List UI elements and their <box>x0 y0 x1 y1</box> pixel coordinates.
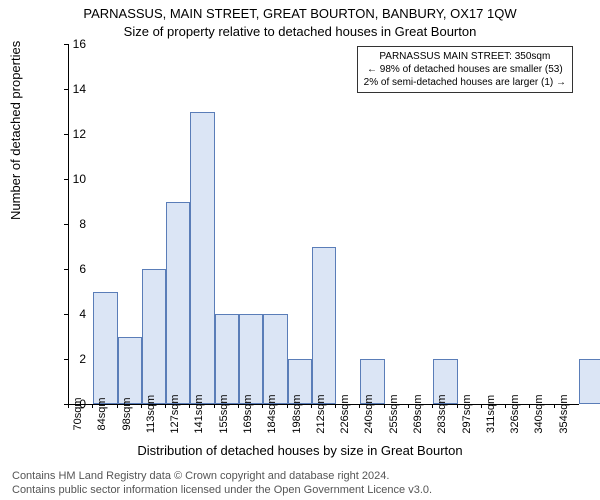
x-tick-mark <box>141 404 142 408</box>
x-tick-label: 127sqm <box>169 394 181 433</box>
x-tick-mark <box>505 404 506 408</box>
x-tick-mark <box>262 404 263 408</box>
x-tick-mark <box>432 404 433 408</box>
x-tick-label: 84sqm <box>96 397 108 430</box>
y-tick-mark <box>64 179 68 180</box>
chart-container: PARNASSUS, MAIN STREET, GREAT BOURTON, B… <box>0 0 600 500</box>
histogram-bar <box>312 247 336 405</box>
x-tick-mark <box>481 404 482 408</box>
x-tick-mark <box>335 404 336 408</box>
x-tick-mark <box>92 404 93 408</box>
x-tick-mark <box>189 404 190 408</box>
y-tick-label: 4 <box>79 307 86 321</box>
histogram-bar <box>190 112 214 405</box>
x-tick-label: 326sqm <box>509 394 521 433</box>
x-tick-label: 169sqm <box>242 394 254 433</box>
histogram-bar <box>263 314 287 404</box>
x-tick-mark <box>68 404 69 408</box>
x-tick-mark <box>238 404 239 408</box>
x-tick-mark <box>214 404 215 408</box>
y-axis-label: Number of detached properties <box>8 41 23 220</box>
attribution-line1: Contains HM Land Registry data © Crown c… <box>12 470 389 482</box>
chart-title-sub: Size of property relative to detached ho… <box>0 24 600 39</box>
attribution-line2: Contains public sector information licen… <box>12 484 432 496</box>
x-tick-mark <box>408 404 409 408</box>
legend-line3: 2% of semi-detached houses are larger (1… <box>364 76 566 89</box>
plot-area: PARNASSUS MAIN STREET: 350sqm ← 98% of d… <box>68 44 579 405</box>
histogram-bar <box>239 314 263 404</box>
x-tick-mark <box>359 404 360 408</box>
histogram-bar <box>215 314 239 404</box>
chart-title-main: PARNASSUS, MAIN STREET, GREAT BOURTON, B… <box>0 6 600 21</box>
y-tick-mark <box>64 134 68 135</box>
x-tick-label: 113sqm <box>145 395 157 433</box>
x-tick-label: 198sqm <box>291 394 303 433</box>
x-tick-label: 311sqm <box>485 395 497 433</box>
y-tick-mark <box>64 44 68 45</box>
histogram-bar <box>579 359 600 404</box>
y-tick-mark <box>64 89 68 90</box>
y-tick-mark <box>64 359 68 360</box>
x-tick-label: 98sqm <box>121 397 133 430</box>
y-tick-label: 10 <box>73 172 86 186</box>
x-tick-mark <box>117 404 118 408</box>
y-tick-label: 6 <box>79 262 86 276</box>
x-tick-label: 184sqm <box>266 394 278 433</box>
histogram-bar <box>93 292 117 405</box>
x-tick-label: 141sqm <box>193 394 205 433</box>
x-tick-mark <box>554 404 555 408</box>
x-tick-label: 240sqm <box>363 394 375 433</box>
x-tick-label: 283sqm <box>436 394 448 433</box>
x-tick-label: 212sqm <box>315 394 327 433</box>
histogram-bar <box>142 269 166 404</box>
x-tick-label: 354sqm <box>558 394 570 433</box>
y-tick-label: 8 <box>79 217 86 231</box>
x-tick-label: 255sqm <box>388 394 400 433</box>
y-tick-label: 2 <box>79 352 86 366</box>
y-tick-label: 12 <box>73 127 86 141</box>
x-tick-label: 297sqm <box>461 394 473 433</box>
x-tick-mark <box>311 404 312 408</box>
y-tick-mark <box>64 314 68 315</box>
histogram-bar <box>118 337 142 405</box>
x-tick-label: 70sqm <box>72 397 84 430</box>
legend-box: PARNASSUS MAIN STREET: 350sqm ← 98% of d… <box>357 46 573 93</box>
y-tick-mark <box>64 224 68 225</box>
x-tick-mark <box>287 404 288 408</box>
y-tick-label: 16 <box>73 37 86 51</box>
x-tick-mark <box>165 404 166 408</box>
x-tick-label: 269sqm <box>412 394 424 433</box>
x-tick-mark <box>457 404 458 408</box>
x-tick-label: 340sqm <box>533 394 545 433</box>
y-tick-label: 14 <box>73 82 86 96</box>
x-tick-label: 226sqm <box>339 394 351 433</box>
x-axis-label: Distribution of detached houses by size … <box>0 443 600 458</box>
y-tick-mark <box>64 269 68 270</box>
legend-line1: PARNASSUS MAIN STREET: 350sqm <box>364 50 566 63</box>
x-tick-label: 155sqm <box>218 394 230 433</box>
x-tick-mark <box>384 404 385 408</box>
histogram-bar <box>166 202 190 405</box>
legend-line2: ← 98% of detached houses are smaller (53… <box>364 63 566 76</box>
x-tick-mark <box>529 404 530 408</box>
